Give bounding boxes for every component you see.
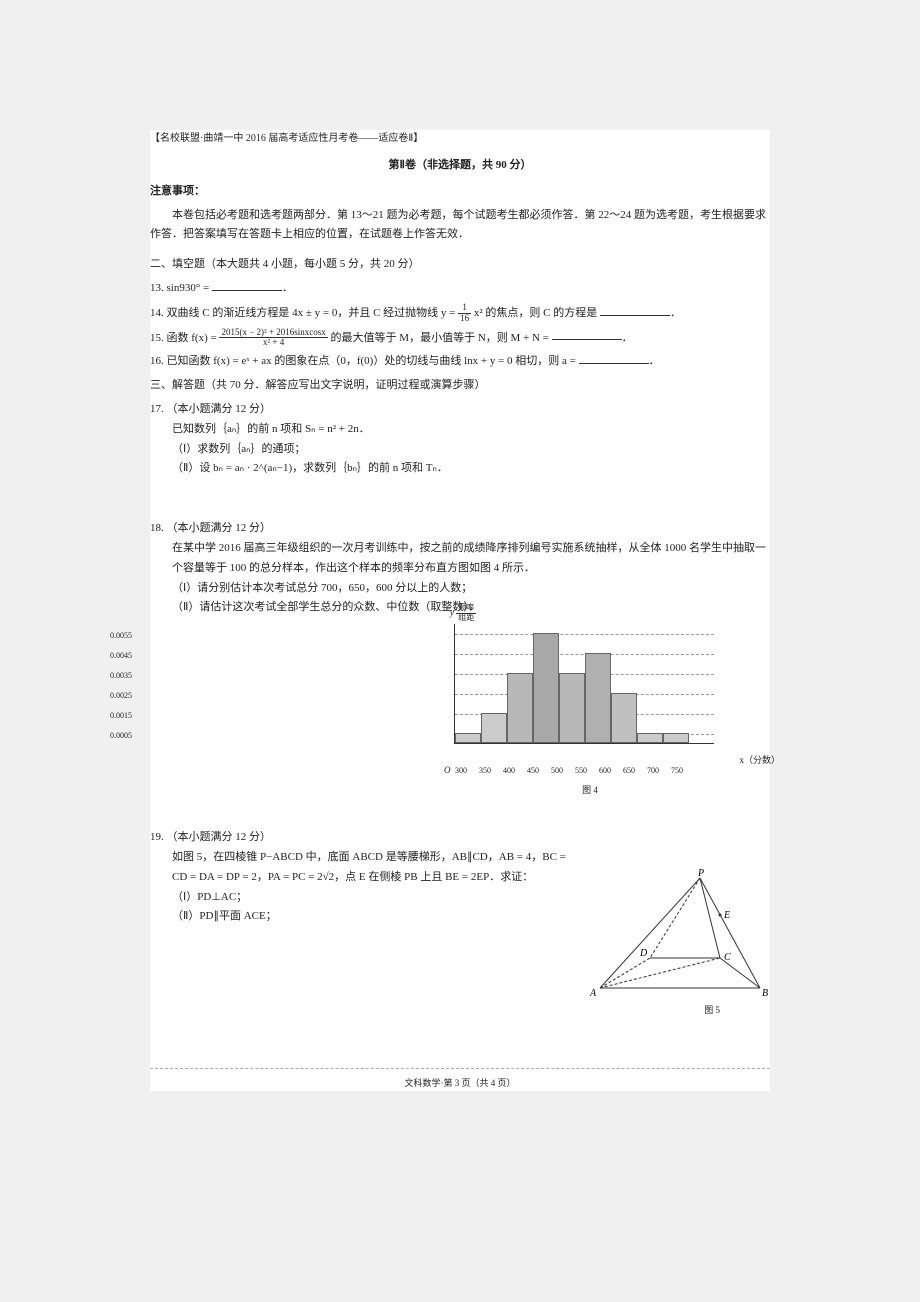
x-tick-label: 550: [568, 764, 594, 778]
histogram-bar: [507, 673, 533, 743]
paper-header: 【名校联盟·曲靖一中 2016 届高考适应性月考卷——适应卷Ⅱ】: [150, 130, 770, 148]
q18-num: 18.: [150, 522, 164, 534]
y-tick-label: 0.0045: [92, 649, 132, 663]
q13-text: sin930° =: [167, 282, 210, 294]
page-footer: 文科数学·第 3 页（共 4 页）: [150, 1068, 770, 1091]
histogram-bar: [611, 693, 637, 743]
q15-blank: [552, 328, 622, 340]
q15-fraction: 2015(x − 2)² + 2016sinxcosx x² + 4: [219, 328, 327, 349]
q15-text-b: 的最大值等于 M，最小值等于 N，则 M + N =: [331, 331, 549, 343]
q17-line1: 已知数列｛aₙ｝的前 n 项和 Sₙ = n² + 2n．: [172, 420, 770, 440]
x-tick-label: 400: [496, 764, 522, 778]
q19-head: （本小题满分 12 分）: [167, 831, 272, 843]
x-tick-label: 600: [592, 764, 618, 778]
q16-period: ．: [649, 355, 660, 367]
pyramid-svg: P E D C A B: [580, 868, 780, 1008]
question-14: 14. 双曲线 C 的渐近线方程是 4x ± y = 0，并且 C 经过抛物线 …: [150, 303, 770, 324]
label-P: P: [697, 868, 704, 879]
q19-line1: 如图 5，在四棱锥 P−ABCD 中，底面 ABCD 是等腰梯形，AB∥CD，A…: [172, 848, 572, 888]
plot-area: [454, 624, 714, 744]
q17-head: （本小题满分 12 分）: [167, 403, 272, 415]
q19-num: 19.: [150, 831, 164, 843]
q17-part1: （Ⅰ）求数列｛aₙ｝的通项；: [172, 440, 770, 460]
histogram-figure: y 频率 组距 0.00550.00450.00350.00250.00150.…: [410, 624, 770, 798]
label-C: C: [724, 952, 731, 963]
label-E: E: [723, 910, 730, 921]
q13-period: ．: [282, 282, 293, 294]
x-tick-label: 650: [616, 764, 642, 778]
histogram-bar: [585, 653, 611, 743]
q14-period: ．: [670, 307, 681, 319]
y-tick-label: 0.0005: [92, 729, 132, 743]
x-tick-label: 500: [544, 764, 570, 778]
x-tick-label: 450: [520, 764, 546, 778]
volume-title: 第Ⅱ卷（非选择题，共 90 分）: [150, 156, 770, 176]
q15-period: ．: [622, 331, 633, 343]
q14-fraction: 1 16: [458, 303, 471, 324]
q18-line1: 在某中学 2016 届高三年级组织的一次月考训练中，按之前的成绩降序排列编号实施…: [172, 539, 770, 579]
q17-num: 17.: [150, 403, 164, 415]
question-17: 17. （本小题满分 12 分） 已知数列｛aₙ｝的前 n 项和 Sₙ = n²…: [150, 400, 770, 479]
x-tick-labels: 300350400450500550600650700750: [450, 764, 690, 778]
y-tick-label: 0.0055: [92, 629, 132, 643]
x-tick-label: 350: [472, 764, 498, 778]
histogram-bar: [455, 733, 481, 743]
notice-label: 注意事项：: [150, 185, 205, 197]
label-A: A: [589, 988, 597, 999]
q14-blank: [600, 304, 670, 316]
x-axis-label: x（分数）: [739, 752, 780, 768]
q16-text: 已知函数 f(x) = eˣ + ax 的图象在点（0，f(0)）处的切线与曲线…: [167, 355, 576, 367]
figure5-caption: 图 5: [704, 1002, 720, 1018]
x-tick-label: 700: [640, 764, 666, 778]
x-tick-label: 300: [448, 764, 474, 778]
histogram-bar: [559, 673, 585, 743]
fill-section-title: 二、填空题（本大题共 4 小题，每小题 5 分，共 20 分）: [150, 255, 770, 275]
y-axis-title: y 频率 组距: [450, 604, 476, 623]
question-16: 16. 已知函数 f(x) = eˣ + ax 的图象在点（0，f(0)）处的切…: [150, 352, 770, 372]
q13-blank: [212, 279, 282, 291]
question-15: 15. 函数 f(x) = 2015(x − 2)² + 2016sinxcos…: [150, 328, 770, 349]
y-arrow-label: y: [450, 607, 454, 617]
notice-text: 本卷包括必考题和选考题两部分．第 13～21 题为必考题，每个试题考生都必须作答…: [150, 206, 770, 246]
question-19: 19. （本小题满分 12 分） 如图 5，在四棱锥 P−ABCD 中，底面 A…: [150, 828, 770, 1008]
q17-part2: （Ⅱ）设 bₙ = aₙ · 2^(aₙ−1)，求数列｛bₙ｝的前 n 项和 T…: [172, 459, 770, 479]
q14-text-a: 双曲线 C 的渐近线方程是 4x ± y = 0，并且 C 经过抛物线 y =: [167, 307, 456, 319]
y-tick-label: 0.0015: [92, 709, 132, 723]
grid-line: [455, 634, 714, 635]
y-tick-label: 0.0035: [92, 669, 132, 683]
q18-part1: （Ⅰ）请分别估计本次考试总分 700，650，600 分以上的人数；: [172, 579, 770, 599]
x-tick-label: 750: [664, 764, 690, 778]
q16-num: 16.: [150, 355, 164, 367]
question-13: 13. sin930° = ．: [150, 279, 770, 299]
histogram-chart: y 频率 组距 0.00550.00450.00350.00250.00150.…: [410, 624, 730, 764]
label-D: D: [639, 948, 648, 959]
histogram-bar: [481, 713, 507, 743]
histogram-bar: [533, 633, 559, 743]
figure5-diagram: P E D C A B 图 5: [580, 868, 780, 1008]
y-tick-label: 0.0025: [92, 689, 132, 703]
histogram-bar: [637, 733, 663, 743]
q15-text-a: 函数 f(x) =: [167, 331, 217, 343]
label-B: B: [762, 988, 768, 999]
q15-num: 15.: [150, 331, 164, 343]
q16-blank: [579, 352, 649, 364]
figure4-caption: 图 4: [410, 782, 770, 798]
exam-page: 【名校联盟·曲靖一中 2016 届高考适应性月考卷——适应卷Ⅱ】 第Ⅱ卷（非选择…: [150, 130, 770, 1091]
q18-head: （本小题满分 12 分）: [167, 522, 272, 534]
answer-section-title: 三、解答题（共 70 分．解答应写出文字说明，证明过程或演算步骤）: [150, 376, 770, 396]
histogram-bar: [663, 733, 689, 743]
q14-num: 14.: [150, 307, 164, 319]
q13-num: 13.: [150, 282, 164, 294]
q14-text-b: x² 的焦点，则 C 的方程是: [474, 307, 597, 319]
